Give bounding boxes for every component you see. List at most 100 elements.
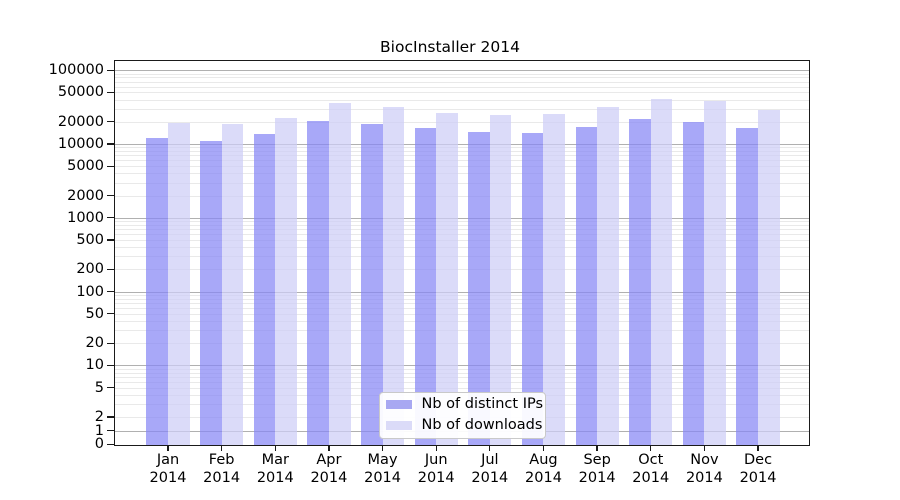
gridline-major-10000: [114, 144, 809, 146]
x-tick-mark-oct: [650, 445, 652, 452]
gridline-minor-400: [114, 247, 809, 249]
bar-distinct-ips-feb: [200, 140, 222, 445]
y-tick-label-2: 2: [94, 409, 104, 425]
y-tick-mark-500: [107, 239, 114, 241]
y-tick-mark-1000: [107, 217, 114, 219]
x-tick-mark-nov: [703, 445, 706, 452]
x-tick-label-jul: Jul 2014: [471, 452, 509, 486]
gridline-minor-90000: [114, 73, 809, 75]
gridline-minor-900: [114, 221, 809, 223]
gridline-minor-40000: [114, 99, 809, 101]
chart-title: BiocInstaller 2014: [380, 38, 520, 56]
gridline-minor-50000: [114, 92, 809, 94]
y-tick-mark-200: [107, 268, 114, 271]
x-tick-label-jan: Jan 2014: [149, 452, 187, 486]
y-tick-mark-5: [107, 386, 114, 389]
bar-downloads-feb: [221, 123, 244, 445]
bar-distinct-ips-mar: [253, 134, 276, 445]
gridline-minor-600: [114, 234, 809, 236]
y-tick-mark-100: [107, 290, 114, 293]
y-tick-label-2000: 2000: [67, 187, 104, 204]
gridline-minor-30: [114, 330, 809, 332]
gridline-minor-300: [114, 256, 809, 258]
y-tick-label-20000: 20000: [57, 113, 104, 130]
y-tick-label-50: 50: [85, 305, 104, 322]
x-tick-mark-mar: [274, 445, 276, 452]
x-tick-mark-jun: [435, 445, 437, 452]
y-tick-label-1000: 1000: [67, 209, 104, 226]
bar-downloads-sep: [597, 106, 619, 445]
x-tick-label-aug: Aug 2014: [525, 452, 562, 486]
gridline-minor-200: [114, 269, 809, 271]
gridline-minor-80000: [114, 77, 809, 79]
gridline-minor-800: [114, 224, 809, 226]
y-tick-label-500: 500: [76, 232, 104, 249]
gridline-minor-90: [114, 294, 809, 296]
x-tick-mark-aug: [542, 445, 545, 452]
x-tick-label-sep: Sep 2014: [578, 452, 616, 486]
bar-distinct-ips-jun: [414, 128, 437, 445]
bar-distinct-ips-aug: [521, 133, 544, 445]
x-tick-label-oct: Oct 2014: [632, 452, 670, 486]
bar-downloads-mar: [275, 117, 297, 445]
x-tick-mark-may: [381, 445, 384, 452]
y-tick-label-1: 1: [94, 422, 104, 439]
gridline-minor-4000: [114, 173, 809, 175]
legend: Nb of distinct IPs Nb of downloads: [378, 391, 546, 439]
gridline-minor-40: [114, 320, 809, 322]
bar-downloads-aug: [543, 113, 566, 445]
y-tick-mark-1: [107, 430, 114, 432]
bar-downloads-jun: [436, 112, 458, 445]
legend-label-downloads: Nb of downloads: [421, 417, 543, 433]
y-tick-label-100: 100: [76, 283, 104, 300]
gridline-minor-500: [114, 240, 809, 242]
x-tick-label-may: May 2014: [364, 452, 401, 486]
legend-entry-downloads: Nb of downloads: [385, 417, 542, 434]
y-tick-mark-20: [107, 342, 114, 344]
y-tick-mark-100000: [107, 69, 114, 71]
gridline-minor-7: [114, 376, 809, 378]
y-tick-mark-2: [107, 416, 114, 418]
legend-entry-distinct-ips: Nb of distinct IPs: [385, 396, 543, 413]
bar-distinct-ips-jul: [468, 132, 490, 445]
y-tick-mark-0: [107, 443, 114, 446]
x-tick-label-mar: Mar 2014: [256, 452, 294, 486]
gridline-minor-60: [114, 307, 809, 309]
y-tick-label-5000: 5000: [67, 158, 104, 175]
y-tick-label-200: 200: [76, 261, 104, 278]
x-tick-mark-jul: [489, 445, 491, 452]
bar-downloads-dec: [758, 110, 780, 445]
gridline-minor-3000: [114, 182, 809, 184]
y-tick-label-100000: 100000: [48, 62, 104, 79]
y-tick-mark-20000: [107, 121, 114, 123]
gridline-minor-2000: [114, 195, 809, 197]
x-tick-mark-dec: [757, 445, 759, 452]
y-tick-mark-5000: [107, 165, 114, 167]
gridline-minor-20: [114, 343, 809, 345]
gridline-major-100000: [114, 70, 809, 72]
gridline-minor-9: [114, 368, 809, 370]
x-tick-mark-sep: [596, 445, 598, 452]
x-tick-label-feb: Feb 2014: [203, 452, 241, 486]
y-tick-label-5: 5: [94, 379, 104, 396]
bar-downloads-oct: [650, 99, 673, 445]
y-tick-mark-10: [107, 364, 114, 367]
gridline-minor-60000: [114, 86, 809, 88]
gridline-minor-70000: [114, 81, 809, 83]
gridline-minor-80: [114, 298, 809, 300]
y-tick-label-0: 0: [94, 436, 104, 453]
bar-downloads-jul: [489, 114, 512, 445]
x-tick-mark-feb: [220, 445, 223, 452]
gridline-minor-5000: [114, 166, 809, 168]
x-tick-label-jun: Jun 2014: [417, 452, 455, 486]
x-tick-mark-jan: [167, 445, 169, 452]
gridline-minor-7000: [114, 155, 809, 157]
gridline-minor-9000: [114, 147, 809, 149]
y-tick-label-50000: 50000: [57, 84, 104, 101]
bar-distinct-ips-sep: [575, 127, 598, 445]
y-tick-mark-2000: [107, 194, 114, 197]
gridline-minor-30000: [114, 108, 809, 110]
bar-downloads-apr: [328, 102, 351, 445]
x-tick-label-apr: Apr 2014: [310, 452, 348, 486]
